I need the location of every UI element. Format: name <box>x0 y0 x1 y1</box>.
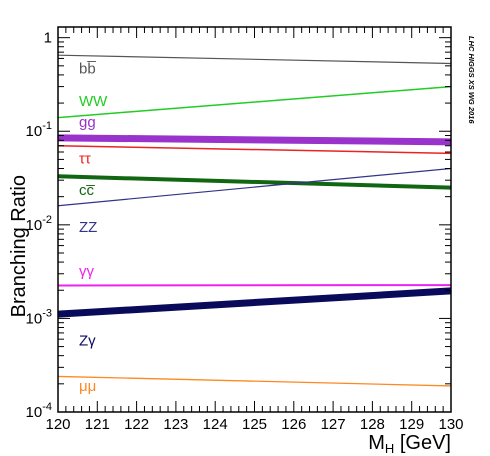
series-layer <box>58 54 451 387</box>
x-tick-label: 120 <box>45 416 70 433</box>
y-tick-base: 10 <box>26 404 43 421</box>
series-label-7: Zγ <box>79 333 96 350</box>
series-label-8: μμ <box>79 378 96 395</box>
x-axis-title-unit: [GeV] <box>394 432 451 454</box>
x-tick-label: 123 <box>163 416 188 433</box>
series-line-5 <box>58 167 451 207</box>
x-tick-label: 128 <box>360 416 385 433</box>
plot-frame <box>57 26 452 413</box>
series-line-0 <box>58 54 451 65</box>
x-axis-title-symbol: M <box>368 432 385 454</box>
x-tick-label: 121 <box>85 416 110 433</box>
y-tick-label: 10-1 <box>26 120 52 140</box>
series-label-3: ττ <box>79 151 91 168</box>
y-tick-label: 10-2 <box>26 214 52 234</box>
y-tick-exponent: -4 <box>42 401 52 413</box>
x-tick-label: 125 <box>242 416 267 433</box>
x-tick-label: 127 <box>321 416 346 433</box>
y-tick-label: 10-4 <box>26 401 52 421</box>
y-axis-title: Branching Ratio <box>8 175 30 317</box>
x-axis-title-subscript: H <box>385 441 394 456</box>
y-tick-base: 10 <box>26 310 43 327</box>
x-tick-label: 129 <box>399 416 424 433</box>
series-label-6: γγ <box>79 263 95 280</box>
series-label-5: ZZ <box>79 219 97 236</box>
series-label-0: bb̅ <box>79 60 97 77</box>
x-tick-label: 126 <box>281 416 306 433</box>
series-line-4 <box>58 174 451 190</box>
y-tick-base: 10 <box>26 123 43 140</box>
tick-layer: 120 121 122 123 124 125 126 127 128 129 130110-110… <box>26 27 464 433</box>
y-tick-label: 10-3 <box>26 307 52 327</box>
series-label-1: WW <box>79 93 108 110</box>
series-line-8 <box>58 375 451 387</box>
x-tick-label: 122 <box>124 416 149 433</box>
series-label-layer: bb̅ WW gg ττ cc̅ ZZ γγ Zγ μμ <box>79 60 108 395</box>
y-tick-base: 1 <box>44 30 52 47</box>
y-tick-exponent: -2 <box>42 214 52 226</box>
x-axis-title: MH [GeV] <box>368 432 451 456</box>
series-line-2 <box>58 134 451 146</box>
series-line-1 <box>58 85 451 119</box>
y-tick-base: 10 <box>26 217 43 234</box>
series-label-4: cc̅ <box>79 182 95 199</box>
y-tick-exponent: -3 <box>42 307 52 319</box>
y-tick-label: 1 <box>44 30 52 47</box>
series-line-3 <box>58 144 451 155</box>
series-line-7 <box>58 287 451 318</box>
collaboration-watermark: LHC HIGGS XS WG 2016 <box>467 36 476 124</box>
y-tick-exponent: -1 <box>42 120 52 132</box>
x-tick-label: 130 <box>438 416 463 433</box>
series-label-2: gg <box>79 114 96 131</box>
x-tick-label: 124 <box>203 416 228 433</box>
